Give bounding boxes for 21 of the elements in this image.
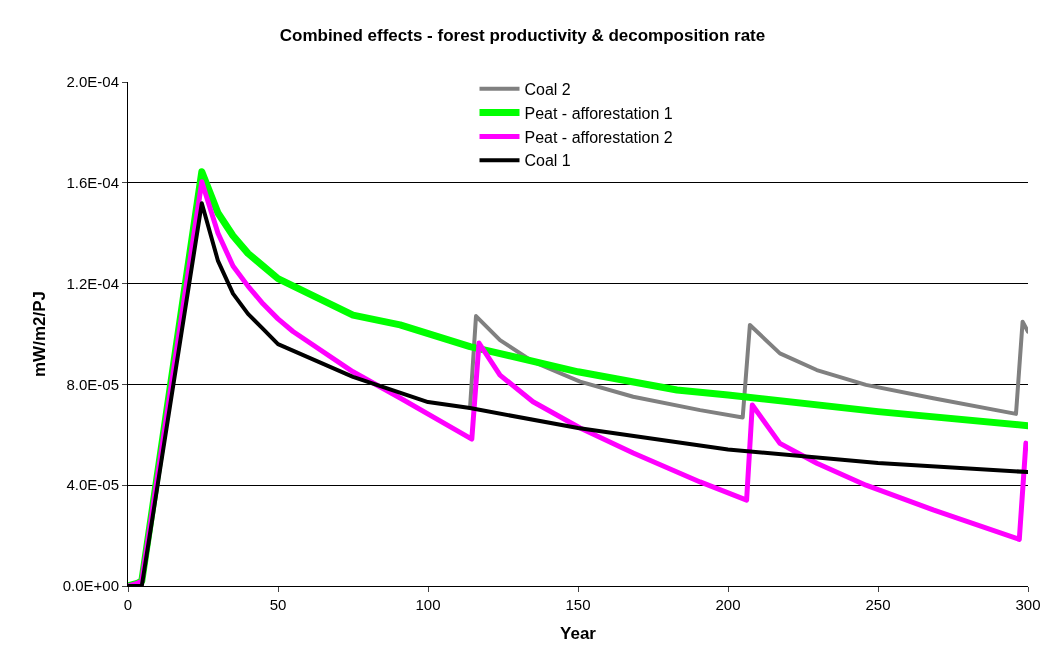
- legend-label: Coal 1: [524, 152, 571, 170]
- x-tick-label: 300: [1015, 596, 1041, 613]
- x-tick-label: 250: [865, 596, 891, 613]
- line-series: [468, 314, 1028, 420]
- y-tick-label: 1.2E-04: [66, 274, 119, 292]
- chart-title: Combined effects - forest productivity & decomposition rate: [279, 26, 766, 46]
- x-tick-label: 200: [715, 596, 741, 613]
- x-axis-title: Year: [560, 624, 597, 644]
- y-tick-label: 1.6E-04: [66, 174, 119, 192]
- y-tick-label: 0.0E+00: [62, 577, 119, 595]
- legend-label: Coal 2: [524, 81, 571, 99]
- x-tick-label: 100: [415, 596, 441, 613]
- y-tick-label: 4.0E-05: [66, 476, 119, 494]
- y-tick-label: 8.0E-05: [66, 375, 119, 393]
- y-axis-title: mW/m2/PJ: [30, 291, 50, 377]
- x-tick-label: 0: [123, 596, 133, 613]
- x-tick-label: 150: [565, 596, 591, 613]
- legend-label: Peat - afforestation 1: [524, 104, 673, 122]
- x-tick-label: 50: [269, 596, 287, 613]
- legend-label: Peat - afforestation 2: [524, 128, 673, 146]
- y-tick-label: 2.0E-04: [66, 73, 119, 91]
